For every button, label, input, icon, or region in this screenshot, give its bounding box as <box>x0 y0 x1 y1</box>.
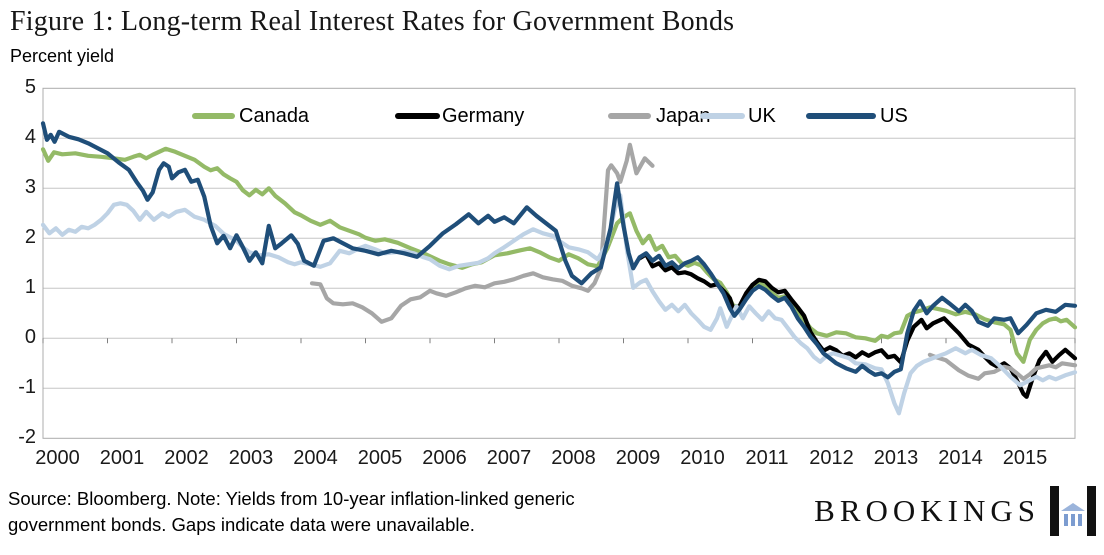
y-tick-label: 2 <box>24 226 36 249</box>
source-note-line1: Source: Bloomberg. Note: Yields from 10-… <box>8 488 575 509</box>
legend: Canada Germany Japan UK US <box>0 104 1104 130</box>
line-japan <box>309 142 655 324</box>
y-tick-label: -2 <box>18 426 36 449</box>
x-tick-label: 2004 <box>293 447 338 469</box>
legend-swatch-icon <box>700 113 745 119</box>
source-note: Source: Bloomberg. Note: Yields from 10-… <box>8 486 668 538</box>
plot-border <box>42 87 1076 439</box>
line-japan <box>927 352 1078 381</box>
x-tick-label: 2014 <box>938 447 983 469</box>
brookings-logo: BROOKINGS <box>814 484 1096 538</box>
legend-swatch-icon <box>806 113 876 119</box>
legend-swatch-icon <box>608 113 651 119</box>
x-tick-label: 2006 <box>422 447 467 469</box>
y-tick-label: 1 <box>24 276 36 299</box>
x-tick-label: 2011 <box>745 447 789 469</box>
legend-swatch-icon <box>395 113 440 119</box>
source-note-line2: government bonds. Gaps indicate data wer… <box>8 514 475 535</box>
legend-label: Japan <box>656 105 711 127</box>
legend-label: Germany <box>442 105 525 127</box>
y-axis-title: Percent yield <box>10 46 115 66</box>
x-tick-label: 2009 <box>615 447 661 469</box>
x-tick-label: 2000 <box>35 447 80 469</box>
y-tick-label: 5 <box>24 76 36 99</box>
line-germany <box>637 252 1078 399</box>
x-tick-label: 2007 <box>486 447 532 469</box>
x-tick-label: 2012 <box>809 447 854 469</box>
y-tick-label: 3 <box>24 176 36 199</box>
brookings-h-icon <box>1050 486 1096 536</box>
legend-swatch-icon <box>192 113 235 119</box>
x-tick-label: 2001 <box>99 447 145 469</box>
legend-label: UK <box>748 105 776 127</box>
y-tick-label: 4 <box>24 126 36 149</box>
brookings-wordmark: BROOKINGS <box>814 493 1040 528</box>
line-us <box>40 121 1078 380</box>
x-tick-label: 2003 <box>228 447 274 469</box>
line-uk <box>40 193 1078 416</box>
legend-label: Canada <box>239 105 310 127</box>
figure-title: Figure 1: Long-term Real Interest Rates … <box>10 6 735 37</box>
x-tick-label: 2005 <box>357 447 403 469</box>
x-tick-label: 2013 <box>873 447 919 469</box>
x-tick-label: 2002 <box>164 447 209 469</box>
y-tick-label: -1 <box>18 376 36 399</box>
legend-label: US <box>880 105 908 127</box>
x-tick-label: 2010 <box>680 447 725 469</box>
x-tick-label: 2015 <box>1002 447 1048 469</box>
y-tick-label: 0 <box>24 326 36 349</box>
x-tick-label: 2008 <box>551 447 596 469</box>
